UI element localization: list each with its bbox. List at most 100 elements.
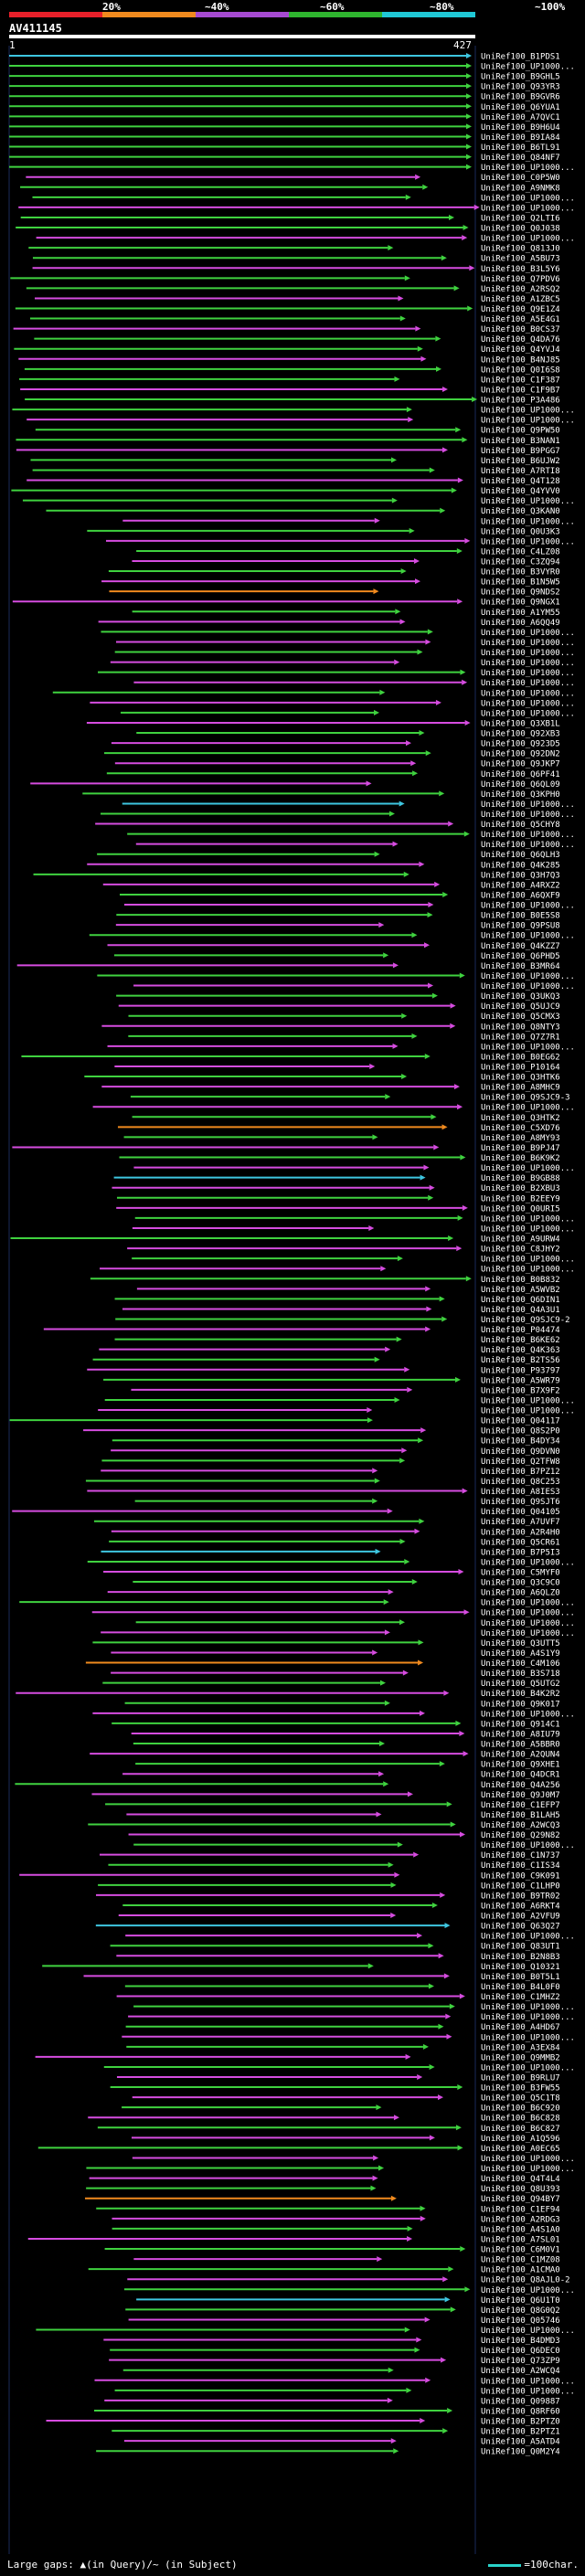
- hit-label[interactable]: UniRef100_A7SL01: [481, 2235, 560, 2244]
- hit-row[interactable]: UniRef100_A2RDG3: [112, 2215, 560, 2224]
- hit-label[interactable]: UniRef100_UP1000...: [481, 699, 575, 708]
- hit-label[interactable]: UniRef100_A5ATD4: [481, 2438, 560, 2447]
- hit-label[interactable]: UniRef100_Q2TFW8: [481, 1458, 560, 1467]
- hit-row[interactable]: UniRef100_UP1000...: [128, 2013, 575, 2022]
- hit-label[interactable]: UniRef100_Q5CR61: [481, 1538, 560, 1547]
- hit-row[interactable]: UniRef100_UP1000...: [122, 517, 575, 526]
- hit-row[interactable]: UniRef100_B4L0F0: [124, 1983, 560, 1992]
- hit-label[interactable]: UniRef100_A9URW4: [481, 1235, 560, 1245]
- hit-label[interactable]: UniRef100_Q9MMB2: [481, 2053, 560, 2062]
- hit-label[interactable]: UniRef100_A8MY93: [481, 1134, 560, 1143]
- hit-row[interactable]: UniRef100_UP1000...: [135, 1619, 575, 1628]
- hit-label[interactable]: UniRef100_B6KE62: [481, 1336, 560, 1345]
- hit-label[interactable]: UniRef100_B4NJ85: [481, 355, 560, 365]
- hit-label[interactable]: UniRef100_C5XD76: [481, 1124, 560, 1133]
- hit-label[interactable]: UniRef100_UP1000...: [481, 1214, 575, 1224]
- hit-label[interactable]: UniRef100_Q923D5: [481, 740, 560, 749]
- hit-label[interactable]: UniRef100_Q5C1T8: [481, 2094, 560, 2104]
- hit-row[interactable]: UniRef100_UP1000...: [36, 2327, 575, 2336]
- hit-label[interactable]: UniRef100_A1Q596: [481, 2135, 560, 2144]
- hit-label[interactable]: UniRef100_UP1000...: [481, 2286, 575, 2295]
- hit-row[interactable]: UniRef100_Q4KZZ7: [107, 942, 560, 951]
- hit-row[interactable]: UniRef100_Q4K363: [99, 1346, 560, 1355]
- hit-row[interactable]: UniRef100_Q2TFW8: [101, 1458, 560, 1467]
- hit-row[interactable]: UniRef100_Q3UTT5: [92, 1639, 560, 1648]
- hit-label[interactable]: UniRef100_Q4T4L4: [481, 2175, 560, 2184]
- hit-row[interactable]: UniRef100_A3EX84: [126, 2043, 560, 2052]
- hit-label[interactable]: UniRef100_A5WVB2: [481, 1286, 560, 1295]
- hit-label[interactable]: UniRef100_B0EG62: [481, 1053, 560, 1062]
- hit-row[interactable]: UniRef100_A2VFU9: [118, 1913, 560, 1922]
- hit-label[interactable]: UniRef100_Q7Z7R1: [481, 1033, 560, 1042]
- hit-row[interactable]: UniRef100_B0T5L1: [83, 1973, 560, 1982]
- hit-label[interactable]: UniRef100_A5E4G1: [481, 315, 560, 324]
- hit-row[interactable]: UniRef100_Q9PSU8: [115, 922, 560, 931]
- hit-label[interactable]: UniRef100_Q9PW50: [481, 427, 560, 436]
- hit-row[interactable]: UniRef100_Q6PF41: [106, 770, 560, 779]
- hit-row[interactable]: UniRef100_UP1000...: [94, 2377, 575, 2386]
- hit-label[interactable]: UniRef100_Q3HTK2: [481, 1114, 560, 1123]
- hit-label[interactable]: UniRef100_Q3UTT5: [481, 1639, 560, 1648]
- hit-label[interactable]: UniRef100_Q4T128: [481, 477, 560, 486]
- hit-row[interactable]: UniRef100_Q5UTG2: [102, 1680, 560, 1689]
- hit-row[interactable]: UniRef100_Q4A3U1: [122, 1306, 560, 1315]
- hit-label[interactable]: UniRef100_UP1000...: [481, 1619, 575, 1628]
- hit-label[interactable]: UniRef100_UP1000...: [481, 2003, 575, 2012]
- hit-label[interactable]: UniRef100_B0CS37: [481, 325, 560, 334]
- hit-label[interactable]: UniRef100_UP1000...: [481, 2063, 575, 2072]
- hit-label[interactable]: UniRef100_UP1000...: [481, 629, 575, 638]
- hit-row[interactable]: UniRef100_UP1000...: [114, 649, 575, 658]
- hit-label[interactable]: UniRef100_Q3KPH0: [481, 790, 560, 800]
- hit-label[interactable]: UniRef100_Q8S2P0: [481, 1427, 560, 1436]
- hit-label[interactable]: UniRef100_Q3H7Q3: [481, 871, 560, 880]
- hit-row[interactable]: UniRef100_B9PGG7: [16, 447, 560, 456]
- hit-row[interactable]: UniRef100_UP1000...: [101, 629, 575, 638]
- hit-label[interactable]: UniRef100_Q04117: [481, 1417, 560, 1426]
- hit-label[interactable]: UniRef100_UP1000...: [481, 407, 575, 416]
- hit-row[interactable]: UniRef100_C1F387: [19, 376, 560, 385]
- hit-row[interactable]: UniRef100_B2TS56: [92, 1356, 560, 1365]
- hit-label[interactable]: UniRef100_Q4A256: [481, 1781, 560, 1790]
- hit-label[interactable]: UniRef100_C0P5W0: [481, 174, 560, 183]
- hit-row[interactable]: UniRef100_A8IES3: [87, 1488, 560, 1497]
- hit-row[interactable]: UniRef100_UP1000...: [32, 194, 575, 203]
- hit-row[interactable]: UniRef100_B2PTZ0: [46, 2418, 560, 2427]
- hit-row[interactable]: UniRef100_B9TR02: [96, 1892, 560, 1901]
- hit-label[interactable]: UniRef100_Q6PF41: [481, 770, 560, 779]
- hit-row[interactable]: UniRef100_UP1000...: [86, 2165, 575, 2174]
- hit-label[interactable]: UniRef100_Q6YUA1: [481, 103, 560, 112]
- hit-row[interactable]: UniRef100_Q73ZP9: [109, 2357, 560, 2366]
- hit-label[interactable]: UniRef100_Q7PDV6: [481, 275, 560, 284]
- hit-label[interactable]: UniRef100_Q6PHD5: [481, 952, 560, 961]
- hit-label[interactable]: UniRef100_C1F9B7: [481, 386, 560, 395]
- hit-label[interactable]: UniRef100_Q8G0Q2: [481, 2306, 560, 2316]
- hit-row[interactable]: UniRef100_C3ZQ94: [132, 558, 560, 567]
- hit-row[interactable]: UniRef100_Q923D5: [111, 740, 560, 749]
- hit-row[interactable]: UniRef100_A1CMA0: [88, 2266, 560, 2275]
- hit-row[interactable]: UniRef100_A5BU73: [32, 255, 560, 264]
- hit-row[interactable]: UniRef100_B2EEY9: [116, 1194, 560, 1203]
- hit-label[interactable]: UniRef100_Q0U3K3: [481, 527, 560, 536]
- hit-label[interactable]: UniRef100_B3NAN1: [481, 437, 560, 446]
- hit-label[interactable]: UniRef100_UP1000...: [481, 1629, 575, 1638]
- hit-row[interactable]: UniRef100_UP1000...: [133, 1841, 575, 1850]
- hit-row[interactable]: UniRef100_Q09887: [104, 2397, 560, 2406]
- hit-label[interactable]: UniRef100_Q8AJL0-2: [481, 2276, 570, 2285]
- hit-label[interactable]: UniRef100_Q9PSU8: [481, 922, 560, 931]
- hit-label[interactable]: UniRef100_B7X9F2: [481, 1386, 560, 1395]
- hit-row[interactable]: UniRef100_A4HD67: [125, 2023, 560, 2032]
- hit-row[interactable]: UniRef100_A4S1A0: [112, 2225, 560, 2234]
- hit-row[interactable]: UniRef100_UP1000...: [132, 2155, 575, 2164]
- hit-row[interactable]: UniRef100_C8JHY2: [127, 1246, 560, 1255]
- hit-row[interactable]: UniRef100_UP1000...: [92, 1710, 575, 1719]
- hit-row[interactable]: UniRef100_Q4YVJ4: [14, 345, 560, 355]
- hit-label[interactable]: UniRef100_UP1000...: [481, 1558, 575, 1567]
- hit-row[interactable]: UniRef100_UP1000...: [110, 659, 575, 668]
- hit-label[interactable]: UniRef100_Q4K285: [481, 861, 560, 870]
- hit-row[interactable]: UniRef100_Q3C9C0: [133, 1579, 560, 1588]
- hit-row[interactable]: UniRef100_Q7Z7R1: [128, 1033, 560, 1042]
- hit-row[interactable]: UniRef100_C1IS34: [108, 1861, 560, 1871]
- hit-row[interactable]: UniRef100_Q9NDS2: [109, 588, 560, 598]
- hit-row[interactable]: UniRef100_Q94BY7: [84, 2195, 560, 2204]
- hit-label[interactable]: UniRef100_B1LAH5: [481, 1811, 560, 1820]
